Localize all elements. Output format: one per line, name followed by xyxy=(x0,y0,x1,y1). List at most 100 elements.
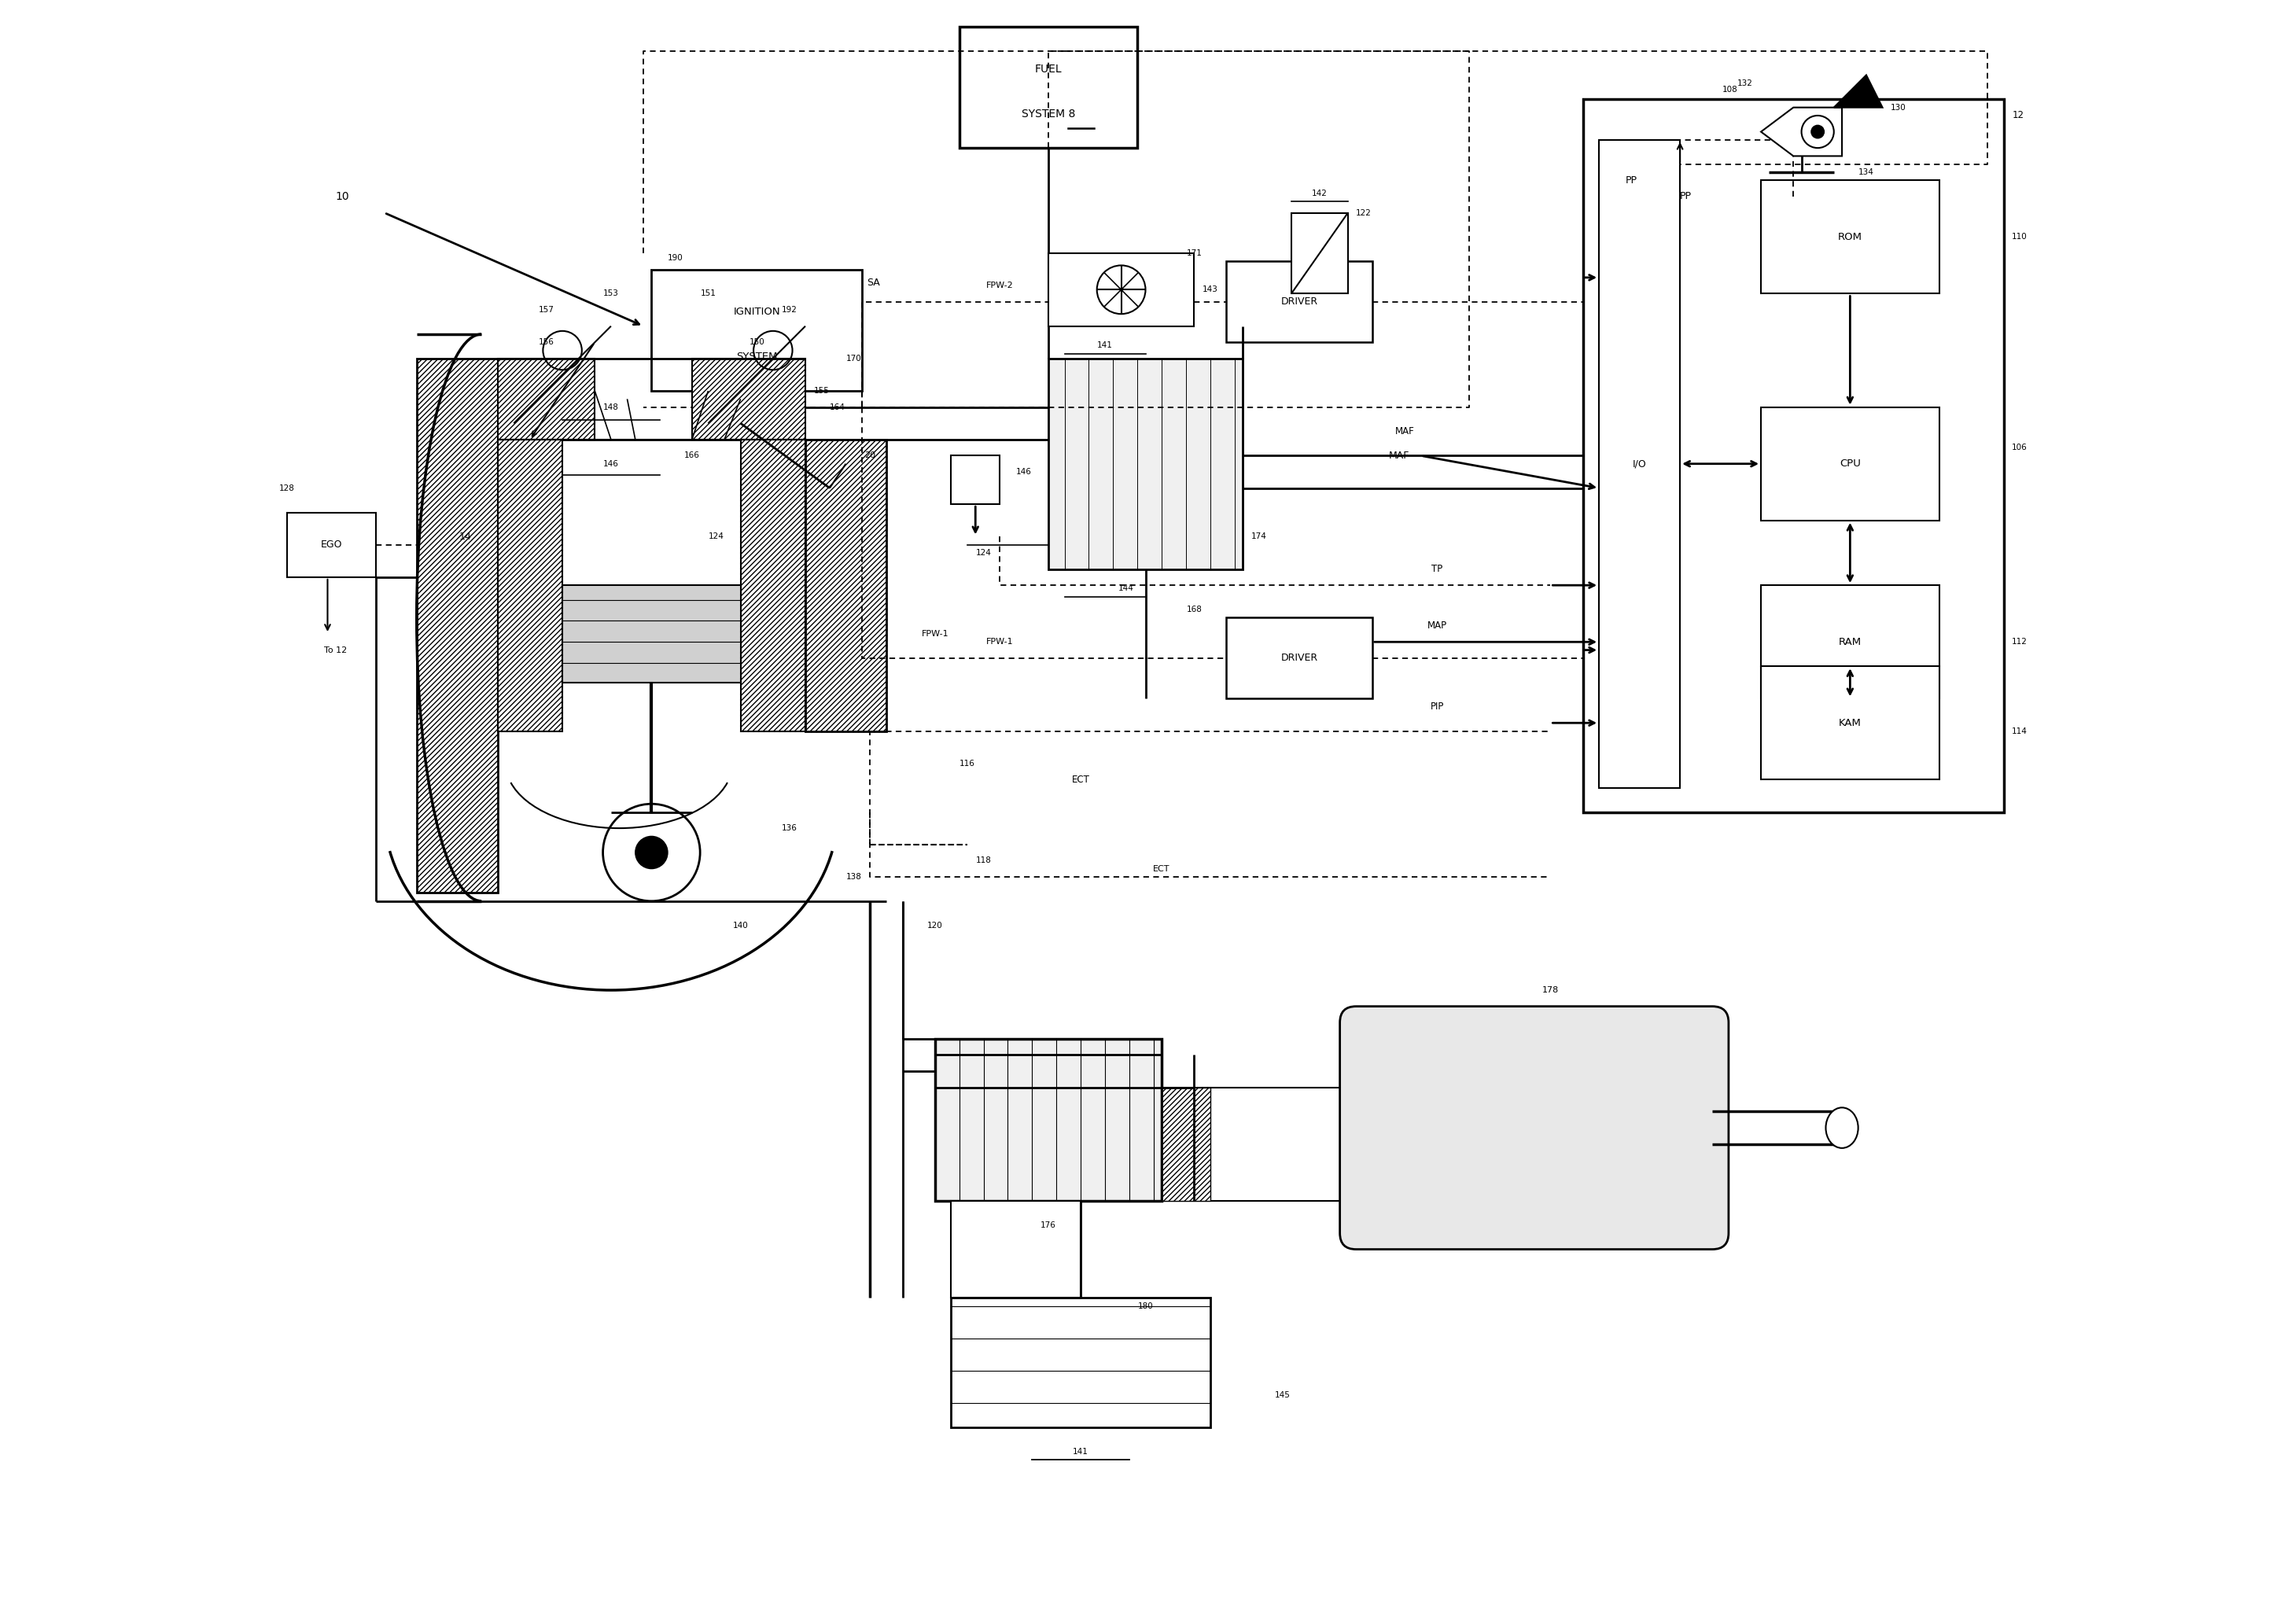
Text: ECT: ECT xyxy=(1152,864,1171,872)
Text: 141: 141 xyxy=(1072,1449,1088,1455)
Bar xyxy=(561,585,740,682)
Bar xyxy=(1436,1088,1485,1200)
Text: 153: 153 xyxy=(603,289,619,297)
Text: I/O: I/O xyxy=(1633,458,1647,469)
Text: 146: 146 xyxy=(603,460,619,468)
Text: SYSTEM 8: SYSTEM 8 xyxy=(1022,109,1074,120)
Text: 14: 14 xyxy=(458,531,472,542)
Text: MAF: MAF xyxy=(1388,450,1409,461)
Text: 130: 130 xyxy=(1890,104,1906,112)
Text: 136: 136 xyxy=(781,825,797,831)
Text: 144: 144 xyxy=(1118,585,1134,593)
Text: 146: 146 xyxy=(1015,468,1031,476)
Text: MAP: MAP xyxy=(1427,620,1448,630)
Text: FPW-1: FPW-1 xyxy=(985,638,1013,646)
Text: 128: 128 xyxy=(280,484,296,492)
Bar xyxy=(951,456,999,505)
Text: 110: 110 xyxy=(2011,234,2028,240)
Text: 171: 171 xyxy=(1187,250,1203,257)
Text: 106: 106 xyxy=(2011,443,2028,451)
Bar xyxy=(1762,408,1938,520)
Text: SYSTEM: SYSTEM xyxy=(735,352,777,362)
Text: EGO: EGO xyxy=(321,539,341,551)
Text: 116: 116 xyxy=(960,760,976,768)
Text: 148: 148 xyxy=(603,403,619,411)
Text: 180: 180 xyxy=(1139,1302,1152,1311)
Text: 118: 118 xyxy=(976,856,992,864)
Text: 132: 132 xyxy=(1737,80,1753,88)
Text: 124: 124 xyxy=(976,549,992,557)
Text: 164: 164 xyxy=(829,403,845,411)
Bar xyxy=(1162,1088,1485,1200)
Circle shape xyxy=(635,836,667,869)
Text: 143: 143 xyxy=(1203,286,1219,294)
Text: FPW-2: FPW-2 xyxy=(985,281,1013,289)
Text: 190: 190 xyxy=(667,253,683,261)
Text: 12: 12 xyxy=(2011,110,2023,120)
Bar xyxy=(806,440,887,731)
Ellipse shape xyxy=(1826,1108,1858,1148)
Text: 140: 140 xyxy=(733,921,749,929)
Text: 157: 157 xyxy=(538,305,554,313)
Bar xyxy=(740,440,806,731)
Bar xyxy=(1162,1088,1210,1200)
Text: 176: 176 xyxy=(1040,1221,1056,1229)
Bar xyxy=(692,359,806,440)
Bar xyxy=(1226,617,1372,698)
Text: 174: 174 xyxy=(1251,533,1267,541)
Text: 122: 122 xyxy=(1356,209,1372,216)
Text: DRIVER: DRIVER xyxy=(1281,297,1317,307)
Text: 141: 141 xyxy=(1097,341,1113,349)
Text: 155: 155 xyxy=(813,387,829,395)
Text: 114: 114 xyxy=(2011,728,2028,736)
Text: 151: 151 xyxy=(701,289,717,297)
Text: ROM: ROM xyxy=(1837,232,1863,242)
Bar xyxy=(951,1298,1210,1427)
Text: 20: 20 xyxy=(864,451,875,460)
Text: IGNITION: IGNITION xyxy=(733,307,781,317)
Bar xyxy=(1049,253,1194,326)
Text: To 12: To 12 xyxy=(323,646,348,654)
Text: 170: 170 xyxy=(845,354,861,362)
Bar xyxy=(497,440,561,731)
Text: SA: SA xyxy=(866,278,880,287)
Text: 124: 124 xyxy=(708,533,724,541)
Text: PP: PP xyxy=(1627,175,1638,185)
Text: RAM: RAM xyxy=(1840,637,1863,646)
Text: 168: 168 xyxy=(1187,606,1203,614)
Bar xyxy=(935,1039,1162,1200)
Bar xyxy=(651,270,861,391)
Text: 108: 108 xyxy=(1723,86,1739,94)
Bar xyxy=(1762,180,1938,294)
Text: 134: 134 xyxy=(1858,169,1874,175)
Text: KAM: KAM xyxy=(1840,718,1860,728)
Text: CPU: CPU xyxy=(1840,458,1860,469)
Text: 166: 166 xyxy=(685,451,699,460)
Text: MAF: MAF xyxy=(1395,425,1414,437)
Text: 138: 138 xyxy=(845,872,861,880)
Text: 145: 145 xyxy=(1276,1392,1290,1398)
Text: PP: PP xyxy=(1679,192,1691,201)
Bar xyxy=(286,512,376,577)
Bar xyxy=(1583,99,2005,812)
Text: 192: 192 xyxy=(781,305,797,313)
Text: 156: 156 xyxy=(538,338,554,346)
Bar xyxy=(960,26,1136,148)
Bar xyxy=(1292,213,1347,294)
Text: FPW-1: FPW-1 xyxy=(921,630,948,638)
Text: TP: TP xyxy=(1432,564,1443,575)
Circle shape xyxy=(1812,125,1824,138)
Text: 178: 178 xyxy=(1542,986,1558,994)
Text: PIP: PIP xyxy=(1430,702,1443,711)
Polygon shape xyxy=(1833,75,1883,107)
Bar xyxy=(1762,666,1938,780)
Bar xyxy=(951,1200,1081,1298)
Text: 120: 120 xyxy=(928,921,942,929)
Bar xyxy=(1049,359,1242,568)
Text: 150: 150 xyxy=(749,338,765,346)
Bar xyxy=(1599,140,1679,788)
Bar xyxy=(497,359,596,440)
Text: FUEL: FUEL xyxy=(1036,63,1063,75)
Polygon shape xyxy=(1762,107,1842,156)
Bar xyxy=(1226,261,1372,343)
